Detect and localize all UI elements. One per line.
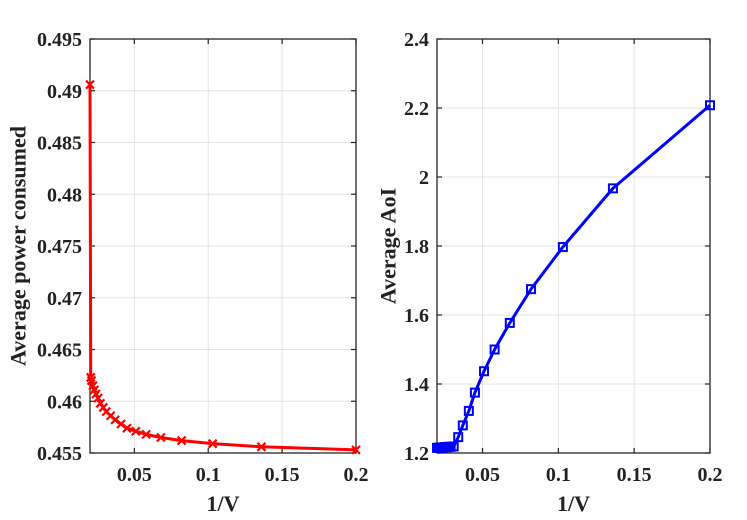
power-ytick-label: 0.47 [47, 288, 82, 310]
power-xtick-label: 0.2 [344, 464, 369, 486]
power-data-point [93, 393, 103, 403]
power-ytick-label: 0.475 [37, 236, 82, 258]
aoi-data-point [526, 284, 537, 295]
aoi-xtick-label: 0.05 [465, 464, 500, 486]
power-data-point [122, 423, 132, 433]
aoi-ytick-label: 1.6 [404, 305, 429, 327]
aoi-ytick-label: 1.8 [404, 236, 429, 258]
power-ytick-label: 0.49 [47, 81, 82, 103]
power-data-point [156, 432, 166, 443]
power-data-point [85, 79, 95, 90]
aoi-data-point [463, 405, 474, 416]
power-data-point [256, 442, 267, 452]
aoi-data-point [504, 317, 515, 328]
power-ytick-label: 0.465 [37, 340, 82, 362]
power-data-point [131, 426, 141, 437]
aoi-data-point [489, 344, 500, 355]
aoi-data-point [448, 441, 459, 452]
aoi-data-point [469, 387, 480, 398]
power-xtick-label: 0.05 [117, 464, 152, 486]
aoi-ytick-label: 1.4 [404, 374, 429, 396]
power-data-point [110, 415, 120, 425]
aoi-xtick-label: 0.2 [698, 464, 723, 486]
power-ytick-label: 0.46 [47, 391, 82, 413]
power-data-point [176, 435, 187, 446]
aoi-ytick-label: 1.2 [404, 443, 429, 465]
power-data-point [141, 429, 151, 440]
power-ytick-label: 0.495 [37, 29, 82, 51]
aoi-data-point [557, 242, 568, 253]
power-xtick-label: 0.1 [196, 464, 221, 486]
power-y-axis-label: Average power consumed [6, 126, 31, 366]
power-ytick-label: 0.48 [47, 184, 82, 206]
power-data-point [207, 438, 218, 449]
power-x-axis-label: 1/V [207, 491, 240, 516]
aoi-data-point [479, 366, 490, 377]
aoi-data-point [453, 432, 464, 443]
aoi-xtick-label: 0.15 [617, 464, 652, 486]
aoi-ytick-label: 2.4 [404, 29, 429, 51]
aoi-ytick-label: 2.2 [404, 98, 429, 120]
aoi-chart: 0.05 0.1 0.15 0.2 1.2 1.4 1.6 1.8 2 2.2 2.4 1/V Aver… [376, 29, 723, 516]
aoi-data-point [705, 100, 715, 111]
power-data-point [351, 445, 361, 455]
power-chart: 0.05 0.1 0.15 0.2 0.455 0.46 0.465 0.47 0.475 0.4… [6, 29, 369, 516]
power-ytick-label: 0.455 [37, 443, 82, 465]
aoi-data-point [457, 420, 468, 431]
aoi-x-axis-label: 1/V [557, 491, 590, 516]
aoi-xtick-label: 0.1 [546, 464, 571, 486]
aoi-data-point [607, 183, 618, 194]
power-ytick-label: 0.485 [37, 133, 82, 155]
power-xtick-label: 0.15 [265, 464, 300, 486]
power-data-point [116, 419, 126, 429]
aoi-y-axis-label: Average AoI [376, 188, 401, 304]
aoi-ytick-label: 2 [419, 167, 429, 189]
